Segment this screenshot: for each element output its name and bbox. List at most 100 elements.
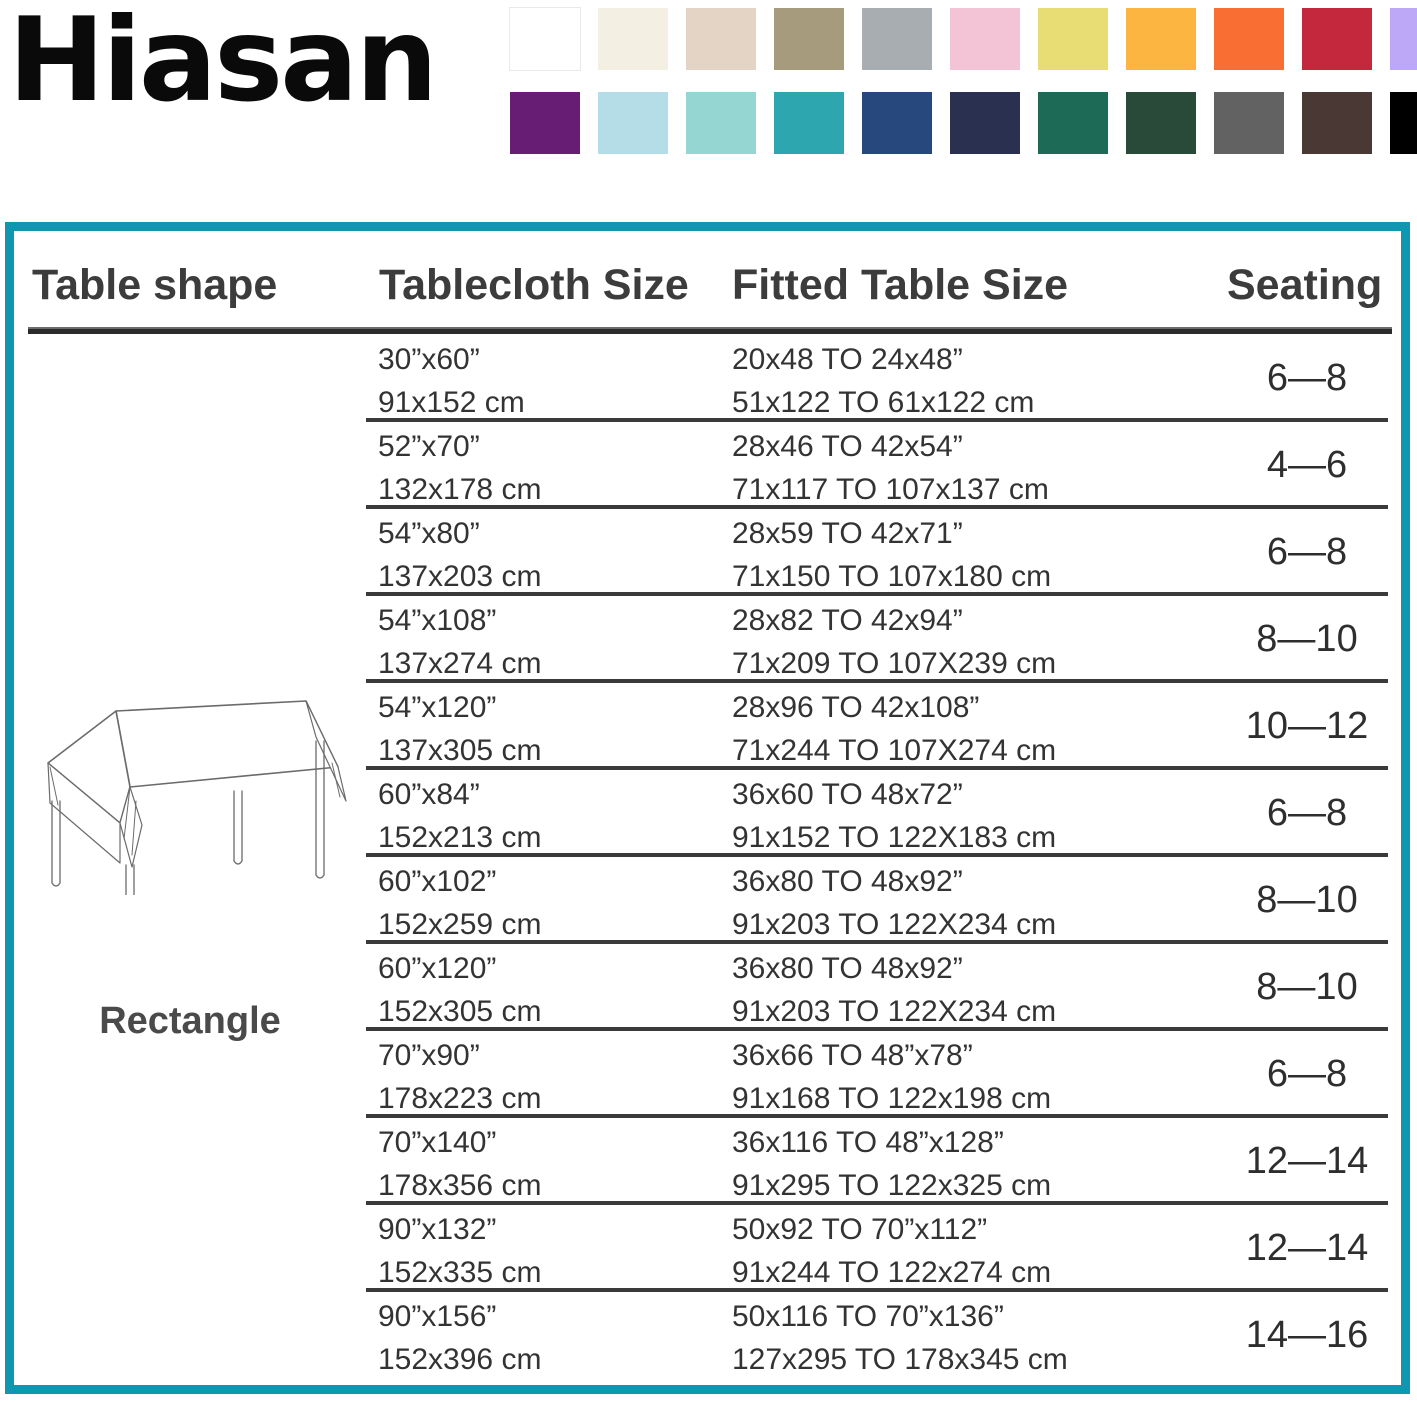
color-swatch-red[interactable] bbox=[1302, 8, 1372, 70]
cell-tablecloth-size: 90”x156” 152x396 cm bbox=[378, 1296, 541, 1381]
cell-seating: 6—8 bbox=[1266, 356, 1348, 399]
fitted-table-size-cm: 71x209 TO 107X239 cm bbox=[732, 646, 1057, 680]
fitted-table-size-inches: 36x80 TO 48x92” bbox=[732, 865, 963, 898]
tablecloth-size-inches: 70”x140” bbox=[378, 1126, 497, 1159]
column-header-table-shape: Table shape bbox=[32, 261, 278, 309]
tablecloth-size-inches: 54”x108” bbox=[378, 604, 497, 637]
color-swatch-purple[interactable] bbox=[510, 92, 580, 154]
cell-fitted-table-size: 28x82 TO 42x94” 71x209 TO 107X239 cm bbox=[732, 600, 1056, 685]
tablecloth-size-inches: 70”x90” bbox=[378, 1039, 480, 1072]
fitted-table-size-inches: 20x48 TO 24x48” bbox=[732, 343, 963, 376]
tablecloth-size-inches: 60”x120” bbox=[378, 952, 497, 985]
table-row: 54”x80” 137x203 cm 28x59 TO 42x71” 71x150 T… bbox=[366, 509, 1388, 596]
column-header-seating: Seating bbox=[1227, 261, 1383, 309]
color-swatch-aqua[interactable] bbox=[686, 92, 756, 154]
color-swatch-gray[interactable] bbox=[862, 8, 932, 70]
size-chart-header-row: Table shape Tablecloth Size Fitted Table… bbox=[14, 231, 1401, 334]
swatch-row-2 bbox=[510, 92, 1417, 154]
fitted-table-size-cm: 71x117 TO 107x137 cm bbox=[732, 472, 1049, 506]
tablecloth-size-cm: 152x335 cm bbox=[378, 1255, 542, 1289]
color-swatch-lavender[interactable] bbox=[1390, 8, 1417, 70]
table-shape-label: Rectangle bbox=[99, 1000, 281, 1042]
cell-seating: 6—8 bbox=[1266, 791, 1348, 834]
tablecloth-size-inches: 52”x70” bbox=[378, 430, 480, 463]
tablecloth-size-cm: 132x178 cm bbox=[378, 472, 542, 506]
table-row: 60”x102” 152x259 cm 36x80 TO 48x92” 91x203 … bbox=[366, 857, 1388, 944]
fitted-table-size-inches: 28x46 TO 42x54” bbox=[732, 430, 963, 463]
tablecloth-size-inches: 90”x156” bbox=[378, 1300, 497, 1333]
fitted-table-size-inches: 36x60 TO 48x72” bbox=[732, 778, 963, 811]
brand-logo: Hiasan bbox=[8, 0, 438, 128]
size-chart-panel: Table shape Tablecloth Size Fitted Table… bbox=[5, 222, 1410, 1394]
fitted-table-size-cm: 91x203 TO 122X234 cm bbox=[732, 907, 1057, 941]
table-row: 90”x156” 152x396 cm 50x116 TO 70”x136” 127x… bbox=[366, 1292, 1388, 1379]
table-row: 30”x60” 91x152 cm 20x48 TO 24x48” 51x122 TO… bbox=[366, 335, 1388, 422]
tablecloth-size-cm: 137x305 cm bbox=[378, 733, 542, 767]
cell-seating: 8—10 bbox=[1256, 878, 1358, 921]
cell-seating: 12—14 bbox=[1245, 1139, 1369, 1182]
color-swatch-orange[interactable] bbox=[1214, 8, 1284, 70]
cell-seating: 14—16 bbox=[1245, 1313, 1369, 1356]
tablecloth-size-cm: 91x152 cm bbox=[378, 385, 525, 419]
cell-tablecloth-size: 60”x102” 152x259 cm bbox=[378, 861, 541, 946]
cell-seating: 8—10 bbox=[1256, 965, 1358, 1008]
color-swatch-dark-green[interactable] bbox=[1126, 92, 1196, 154]
cell-fitted-table-size: 28x46 TO 42x54” 71x117 TO 107x137 cm bbox=[732, 426, 1049, 511]
color-swatch-white[interactable] bbox=[510, 8, 580, 70]
cell-tablecloth-size: 54”x80” 137x203 cm bbox=[378, 513, 541, 598]
rectangle-table-with-tablecloth-icon bbox=[20, 675, 360, 976]
tablecloth-size-inches: 30”x60” bbox=[378, 343, 480, 376]
color-swatch-navy[interactable] bbox=[950, 92, 1020, 154]
color-swatch-teal[interactable] bbox=[774, 92, 844, 154]
cell-seating: 8—10 bbox=[1256, 617, 1358, 660]
cell-tablecloth-size: 30”x60” 91x152 cm bbox=[378, 339, 525, 424]
cell-fitted-table-size: 50x92 TO 70”x112” 91x244 TO 122x274 cm bbox=[732, 1209, 1051, 1294]
tablecloth-size-cm: 178x356 cm bbox=[378, 1168, 542, 1202]
cell-seating: 4—6 bbox=[1266, 443, 1348, 486]
tablecloth-size-inches: 54”x80” bbox=[378, 517, 480, 550]
cell-fitted-table-size: 36x66 TO 48”x78” 91x168 TO 122x198 cm bbox=[732, 1035, 1051, 1120]
tablecloth-size-inches: 90”x132” bbox=[378, 1213, 497, 1246]
cell-fitted-table-size: 36x80 TO 48x92” 91x203 TO 122X234 cm bbox=[732, 948, 1056, 1033]
color-swatch-blue[interactable] bbox=[862, 92, 932, 154]
color-swatch-beige[interactable] bbox=[686, 8, 756, 70]
fitted-table-size-cm: 91x152 TO 122X183 cm bbox=[732, 820, 1057, 854]
color-swatch-grid bbox=[510, 8, 1417, 176]
color-swatch-light-blue[interactable] bbox=[598, 92, 668, 154]
tablecloth-size-inches: 54”x120” bbox=[378, 691, 497, 724]
color-swatch-pink[interactable] bbox=[950, 8, 1020, 70]
cell-tablecloth-size: 60”x120” 152x305 cm bbox=[378, 948, 541, 1033]
color-swatch-emerald[interactable] bbox=[1038, 92, 1108, 154]
tablecloth-size-cm: 152x305 cm bbox=[378, 994, 542, 1028]
color-swatch-black[interactable] bbox=[1390, 92, 1417, 154]
color-swatch-charcoal-gray[interactable] bbox=[1214, 92, 1284, 154]
header-divider-rule bbox=[28, 327, 1392, 334]
color-swatch-dark-brown[interactable] bbox=[1302, 92, 1372, 154]
fitted-table-size-inches: 50x116 TO 70”x136” bbox=[732, 1300, 1004, 1333]
cell-fitted-table-size: 50x116 TO 70”x136” 127x295 TO 178x345 cm bbox=[732, 1296, 1068, 1381]
cell-tablecloth-size: 54”x120” 137x305 cm bbox=[378, 687, 541, 772]
table-row: 60”x84” 152x213 cm 36x60 TO 48x72” 91x152 T… bbox=[366, 770, 1388, 857]
cell-seating: 6—8 bbox=[1266, 530, 1348, 573]
brand-and-swatch-band: Hiasan bbox=[0, 0, 1417, 210]
fitted-table-size-cm: 71x150 TO 107x180 cm bbox=[732, 559, 1052, 593]
cell-fitted-table-size: 36x116 TO 48”x128” 91x295 TO 122x325 cm bbox=[732, 1122, 1051, 1207]
cell-fitted-table-size: 20x48 TO 24x48” 51x122 TO 61x122 cm bbox=[732, 339, 1034, 424]
cell-tablecloth-size: 60”x84” 152x213 cm bbox=[378, 774, 541, 859]
table-row: 54”x120” 137x305 cm 28x96 TO 42x108” 71x244… bbox=[366, 683, 1388, 770]
cell-tablecloth-size: 52”x70” 132x178 cm bbox=[378, 426, 541, 511]
fitted-table-size-inches: 28x59 TO 42x71” bbox=[732, 517, 963, 550]
table-row: 60”x120” 152x305 cm 36x80 TO 48x92” 91x203 … bbox=[366, 944, 1388, 1031]
color-swatch-ivory[interactable] bbox=[598, 8, 668, 70]
cell-fitted-table-size: 28x59 TO 42x71” 71x150 TO 107x180 cm bbox=[732, 513, 1051, 598]
column-header-fitted-table-size: Fitted Table Size bbox=[732, 261, 1069, 309]
fitted-table-size-cm: 71x244 TO 107X274 cm bbox=[732, 733, 1057, 767]
color-swatch-yellow[interactable] bbox=[1038, 8, 1108, 70]
cell-tablecloth-size: 70”x90” 178x223 cm bbox=[378, 1035, 541, 1120]
fitted-table-size-cm: 91x244 TO 122x274 cm bbox=[732, 1255, 1052, 1289]
color-swatch-taupe[interactable] bbox=[774, 8, 844, 70]
cell-tablecloth-size: 54”x108” 137x274 cm bbox=[378, 600, 541, 685]
tablecloth-size-cm: 137x203 cm bbox=[378, 559, 542, 593]
color-swatch-marigold[interactable] bbox=[1126, 8, 1196, 70]
fitted-table-size-inches: 36x80 TO 48x92” bbox=[732, 952, 963, 985]
